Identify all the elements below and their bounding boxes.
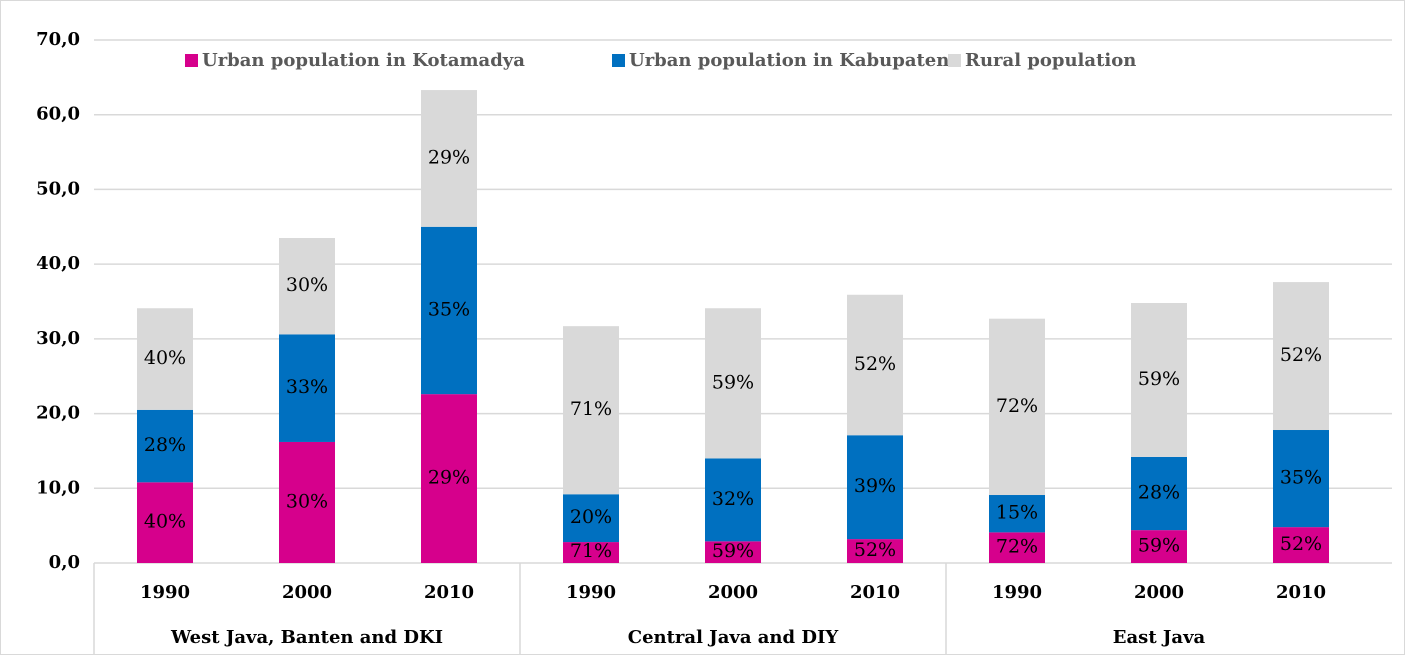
bar-segment [1131, 456, 1187, 531]
bar-segment [847, 435, 903, 540]
data-label: 28% [144, 434, 186, 456]
bar-segment [847, 539, 903, 563]
y-tick-label: 50,0 [36, 178, 80, 199]
bar-segment [563, 542, 619, 563]
data-label: 40% [144, 511, 186, 533]
legend-swatch [948, 54, 961, 67]
bar-segment [563, 494, 619, 543]
y-tick-label: 60,0 [36, 104, 80, 125]
legend-swatch [612, 54, 625, 67]
x-tick-label: 2010 [1276, 582, 1326, 603]
data-label: 29% [428, 467, 470, 489]
data-label: 52% [1280, 533, 1322, 555]
y-tick-label: 30,0 [36, 328, 80, 349]
x-tick-label: 2000 [282, 582, 332, 603]
legend-swatch [185, 54, 198, 67]
bar-segment [1273, 282, 1329, 431]
bar-segment [989, 532, 1045, 563]
y-tick-label: 0,0 [49, 552, 80, 573]
data-label: 59% [1138, 535, 1180, 557]
legend-label: Rural population [965, 50, 1136, 71]
bar-segment [137, 409, 193, 483]
bar-segment [847, 294, 903, 436]
data-label: 59% [712, 540, 754, 562]
data-label: 59% [1138, 368, 1180, 390]
data-label: 40% [144, 347, 186, 369]
data-label: 52% [854, 353, 896, 375]
legend-label: Urban population in Kabupaten [629, 50, 949, 71]
data-label: 29% [428, 146, 470, 168]
bar-segment [1131, 530, 1187, 563]
x-tick-label: 1990 [566, 582, 616, 603]
x-tick-label: 2010 [850, 582, 900, 603]
data-label: 30% [286, 490, 328, 512]
bar-segment [1273, 430, 1329, 528]
bar-segment [705, 541, 761, 563]
data-label: 32% [712, 488, 754, 510]
data-label: 39% [854, 475, 896, 497]
group-label: West Java, Banten and DKI [170, 627, 443, 648]
bar-segment [563, 326, 619, 495]
group-label: Central Java and DIY [628, 627, 840, 648]
bar-segment [705, 458, 761, 542]
y-tick-label: 40,0 [36, 253, 80, 274]
bar-segment [421, 394, 477, 563]
y-tick-label: 10,0 [36, 477, 80, 498]
bar-segment [279, 441, 335, 563]
data-label: 72% [996, 395, 1038, 417]
data-label: 15% [996, 502, 1038, 524]
data-label: 52% [1280, 344, 1322, 366]
x-tick-label: 2010 [424, 582, 474, 603]
x-tick-label: 1990 [992, 582, 1042, 603]
y-tick-label: 70,0 [36, 29, 80, 50]
data-label: 71% [570, 398, 612, 420]
bar-segment [279, 237, 335, 335]
bar-segment [137, 482, 193, 563]
legend-label: Urban population in Kotamadya [202, 50, 525, 71]
x-tick-label: 2000 [708, 582, 758, 603]
data-label: 35% [1280, 467, 1322, 489]
x-tick-label: 2000 [1134, 582, 1184, 603]
data-label: 33% [286, 376, 328, 398]
data-label: 35% [428, 298, 470, 320]
data-label: 30% [286, 274, 328, 296]
x-tick-label: 1990 [140, 582, 190, 603]
bar-segment [989, 318, 1045, 496]
bar-segment [137, 308, 193, 410]
data-label: 71% [570, 540, 612, 562]
group-label: East Java [1113, 627, 1206, 648]
data-label: 59% [712, 371, 754, 393]
data-label: 52% [854, 539, 896, 561]
bar-segment [421, 226, 477, 395]
bar-segment [1131, 302, 1187, 457]
bar-segment [989, 495, 1045, 533]
bar-segment [279, 334, 335, 442]
data-label: 28% [1138, 482, 1180, 504]
bar-segment [421, 90, 477, 227]
y-tick-label: 20,0 [36, 403, 80, 424]
bar-segment [705, 308, 761, 459]
data-label: 72% [996, 536, 1038, 558]
data-label: 20% [570, 506, 612, 528]
bar-segment [1273, 527, 1329, 563]
